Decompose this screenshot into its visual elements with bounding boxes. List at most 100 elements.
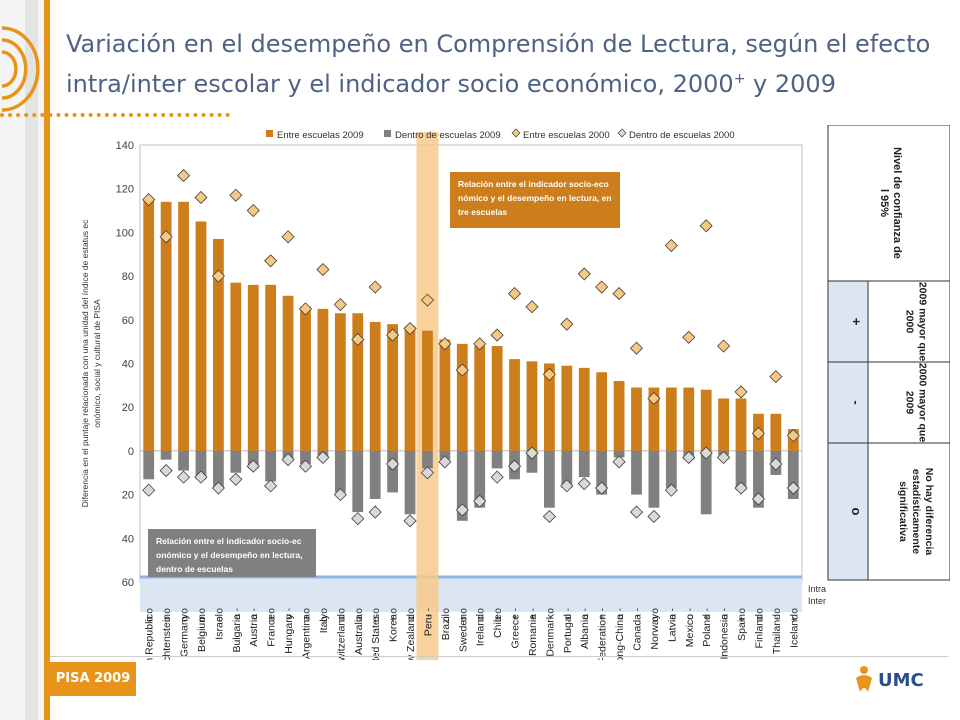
bar-between-2009 bbox=[718, 398, 730, 451]
bar-between-2009 bbox=[334, 313, 346, 451]
diamond-within-2000 bbox=[194, 470, 208, 484]
row-label-inter: Inter bbox=[808, 596, 826, 606]
bar-within-2009 bbox=[195, 450, 207, 480]
diamond-between-2000 bbox=[612, 287, 626, 301]
bar-within-2009 bbox=[387, 450, 399, 493]
diamond-between-2000 bbox=[438, 337, 452, 351]
row-codes: o - bbox=[720, 608, 731, 620]
row-codes: o - bbox=[580, 608, 591, 620]
side-table-text-cell bbox=[867, 442, 950, 581]
umc-logo: UMC bbox=[856, 666, 924, 692]
page-title: Variación en el desempeño en Comprensión… bbox=[66, 27, 946, 102]
footer-line bbox=[50, 656, 948, 657]
diamond-within-2000 bbox=[629, 505, 644, 519]
side-table-symbol-cell bbox=[827, 280, 869, 363]
y-tick-label: 60 bbox=[122, 577, 134, 589]
diamond-between-2000 bbox=[229, 188, 243, 202]
y-tick-label: 40 bbox=[122, 533, 134, 545]
category-label: Mexico bbox=[684, 614, 696, 647]
diamond-between-2000 bbox=[542, 367, 556, 381]
row-codes: o o bbox=[406, 608, 417, 622]
annotation-within-text: dentro de escuelas bbox=[156, 564, 233, 574]
bar-within-2009 bbox=[178, 450, 189, 471]
bar-within-2009 bbox=[753, 450, 764, 508]
umc-logo-text: UMC bbox=[878, 670, 924, 691]
side-table-text: 2000 mayor que bbox=[917, 363, 929, 443]
bar-within-2009 bbox=[578, 450, 590, 478]
y-tick-label: 20 bbox=[122, 490, 134, 502]
diamond-within-2000 bbox=[525, 446, 539, 460]
diamond-between-2000 bbox=[368, 280, 382, 294]
legend-label: Entre escuelas 2000 bbox=[523, 130, 610, 141]
title-area bbox=[50, 0, 960, 114]
category-label: New Zealand bbox=[405, 614, 417, 660]
diamond-within-2000 bbox=[246, 459, 260, 473]
side-table-header-cell bbox=[827, 125, 950, 282]
category-label: Albania bbox=[579, 614, 591, 649]
row-codes: + - bbox=[528, 608, 539, 620]
diamond-between-2000 bbox=[142, 193, 156, 207]
left-stripe bbox=[25, 0, 38, 720]
diamond-within-2000 bbox=[229, 472, 243, 486]
category-label: Brazil bbox=[440, 614, 452, 640]
y-axis-label-2: onómico, social y cultural de PISA bbox=[92, 299, 102, 428]
bar-between-2009 bbox=[352, 313, 364, 451]
diamond-within-2000 bbox=[560, 479, 574, 493]
diamond-between-2000 bbox=[333, 297, 347, 312]
bar-within-2009 bbox=[369, 450, 381, 499]
orange-strip bbox=[44, 0, 50, 720]
bar-between-2009 bbox=[770, 413, 782, 451]
annotation-between-text: Relación entre el indicador socio-eco bbox=[458, 179, 609, 189]
bar-between-2009 bbox=[491, 346, 503, 451]
bar-within-2009 bbox=[543, 450, 555, 508]
side-table-text: significativa bbox=[897, 481, 909, 542]
diamond-between-2000 bbox=[577, 267, 591, 281]
category-label: Liechtenstein bbox=[161, 614, 173, 660]
y-tick-label: 60 bbox=[122, 315, 134, 327]
bar-within-2009 bbox=[665, 450, 677, 489]
y-tick-label: 20 bbox=[122, 402, 134, 414]
row-codes: o o bbox=[754, 608, 765, 622]
row-codes: o o bbox=[650, 608, 661, 622]
side-table-symbol: + bbox=[849, 318, 864, 326]
diamond-within-2000 bbox=[316, 450, 330, 465]
diamond-within-2000 bbox=[577, 477, 591, 491]
bar-between-2009 bbox=[387, 324, 399, 451]
row-codes: o - bbox=[284, 608, 295, 620]
diamond-between-2000 bbox=[264, 254, 278, 268]
y-axis-label: Diferencia en el puntaje relacionada con… bbox=[80, 219, 90, 508]
category-label: Switzerland bbox=[335, 614, 347, 660]
bar-within-2009 bbox=[787, 450, 799, 499]
category-label: Bulgaria bbox=[231, 614, 243, 653]
bar-between-2009 bbox=[631, 387, 642, 451]
diamond-between-2000 bbox=[786, 429, 800, 443]
category-label: Korea bbox=[388, 614, 400, 642]
bar-between-2009 bbox=[212, 238, 224, 451]
row-codes: - - bbox=[423, 608, 434, 617]
bar-between-2009 bbox=[578, 367, 590, 451]
diamond-between-2000 bbox=[629, 341, 644, 355]
side-table-text: 2009 mayor que bbox=[917, 282, 929, 362]
bar-between-2009 bbox=[282, 295, 294, 451]
diamond-within-2000 bbox=[717, 450, 731, 465]
diamond-between-2000 bbox=[386, 328, 400, 342]
y-tick-label: 140 bbox=[116, 140, 134, 152]
y-tick-label: 80 bbox=[122, 271, 134, 283]
annotation-within-text: Relación entre el indicador socio-ec bbox=[156, 536, 302, 546]
diamond-between-2000 bbox=[403, 321, 417, 336]
diamond-between-2000 bbox=[507, 287, 522, 301]
row-codes: o o bbox=[302, 608, 313, 622]
diamond-between-2000 bbox=[734, 385, 748, 399]
bar-between-2009 bbox=[300, 306, 311, 451]
diamond-within-2000 bbox=[438, 455, 452, 469]
bar-between-2009 bbox=[456, 343, 468, 451]
row-codes: o o bbox=[197, 608, 208, 622]
row-codes: o - bbox=[563, 608, 574, 620]
legend-swatch-within-2009 bbox=[384, 130, 391, 137]
side-table-header-2: l 95% bbox=[878, 189, 890, 217]
side-table-symbol-cell bbox=[827, 442, 869, 581]
bar-within-2009 bbox=[404, 450, 416, 515]
bar-between-2009 bbox=[404, 326, 416, 451]
diamond-within-2000 bbox=[751, 492, 766, 506]
diamond-within-2000 bbox=[664, 483, 678, 497]
